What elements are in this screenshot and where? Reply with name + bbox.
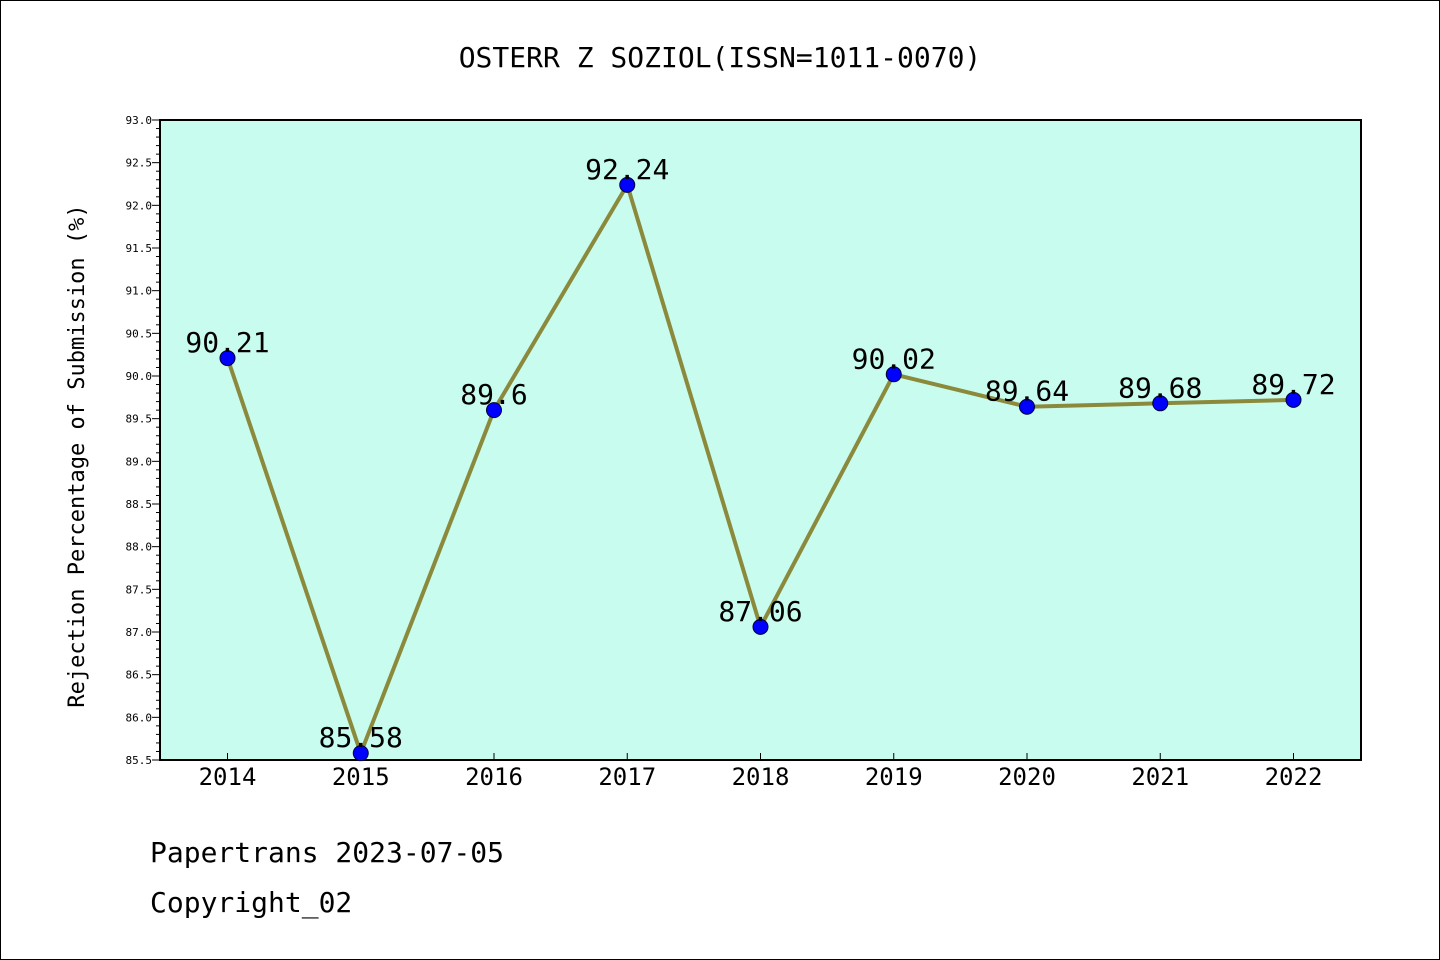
- x-tick-label: 2022: [1265, 763, 1323, 791]
- x-tick-label: 2014: [199, 763, 257, 791]
- data-label: 89.6: [460, 378, 527, 411]
- data-label: 89.64: [985, 375, 1069, 408]
- x-tick-label: 2016: [465, 763, 523, 791]
- data-label: 87.06: [718, 595, 802, 628]
- chart-title: OSTERR Z SOZIOL(ISSN=1011-0070): [459, 41, 982, 74]
- x-tick-label: 2020: [998, 763, 1056, 791]
- x-tick-label: 2018: [732, 763, 790, 791]
- data-label: 90.21: [185, 326, 269, 359]
- y-tick-label: 91.0: [126, 285, 153, 298]
- data-label: 85.58: [319, 721, 403, 754]
- data-point: [1285, 391, 1302, 408]
- y-tick-label: 86.0: [126, 711, 153, 724]
- data-point: [1019, 398, 1035, 415]
- y-tick-label: 90.5: [126, 327, 153, 340]
- y-tick-label: 88.5: [126, 498, 153, 511]
- data-point: [219, 350, 236, 367]
- y-tick-label: 87.5: [126, 583, 153, 596]
- data-label: 90.02: [852, 342, 936, 375]
- y-tick-label: 86.5: [126, 669, 153, 682]
- y-tick-label: 91.5: [126, 242, 153, 255]
- y-axis: 85.5 86.0 86.5 87.0 87.5 88.0 88.5 89.0 89.5 90.0…: [126, 114, 160, 767]
- data-point: [885, 366, 902, 383]
- footer-date: Papertrans 2023-07-05: [150, 836, 505, 869]
- x-tick-label: 2015: [332, 763, 390, 791]
- x-tick-label: 2019: [865, 763, 923, 791]
- data-point: [752, 618, 769, 635]
- x-tick-label: 2021: [1131, 763, 1189, 791]
- data-point: [352, 745, 369, 762]
- x-axis: 2014 2015 2016 2017 2018 2019 2020 2021 2022: [199, 753, 1323, 791]
- data-label: 92.24: [585, 153, 669, 186]
- y-tick-label: 88.0: [126, 541, 153, 554]
- y-tick-label: 93.0: [126, 114, 153, 127]
- y-tick-label: 89.0: [126, 455, 153, 468]
- footer-copyright: Copyright_02: [150, 886, 353, 919]
- x-tick-label: 2017: [598, 763, 656, 791]
- data-label: 89.68: [1118, 371, 1202, 404]
- y-tick-label: 90.0: [126, 370, 153, 383]
- plot-area: [159, 119, 1362, 761]
- y-tick-label: 92.5: [126, 157, 153, 170]
- y-tick-label: 92.0: [126, 199, 153, 212]
- y-tick-label: 85.5: [126, 754, 153, 767]
- series-group: 90.21 85.58 89.6 92.24 87.06 90.02 89.64 89.68 8…: [185, 153, 1336, 762]
- y-axis-label: Rejection Percentage of Submission (%): [65, 204, 90, 707]
- data-point: [1152, 395, 1169, 412]
- data-point: [619, 176, 636, 193]
- data-label: 89.72: [1251, 368, 1335, 401]
- y-tick-label: 87.0: [126, 626, 153, 639]
- data-point: [486, 402, 502, 419]
- y-tick-label: 89.5: [126, 413, 153, 426]
